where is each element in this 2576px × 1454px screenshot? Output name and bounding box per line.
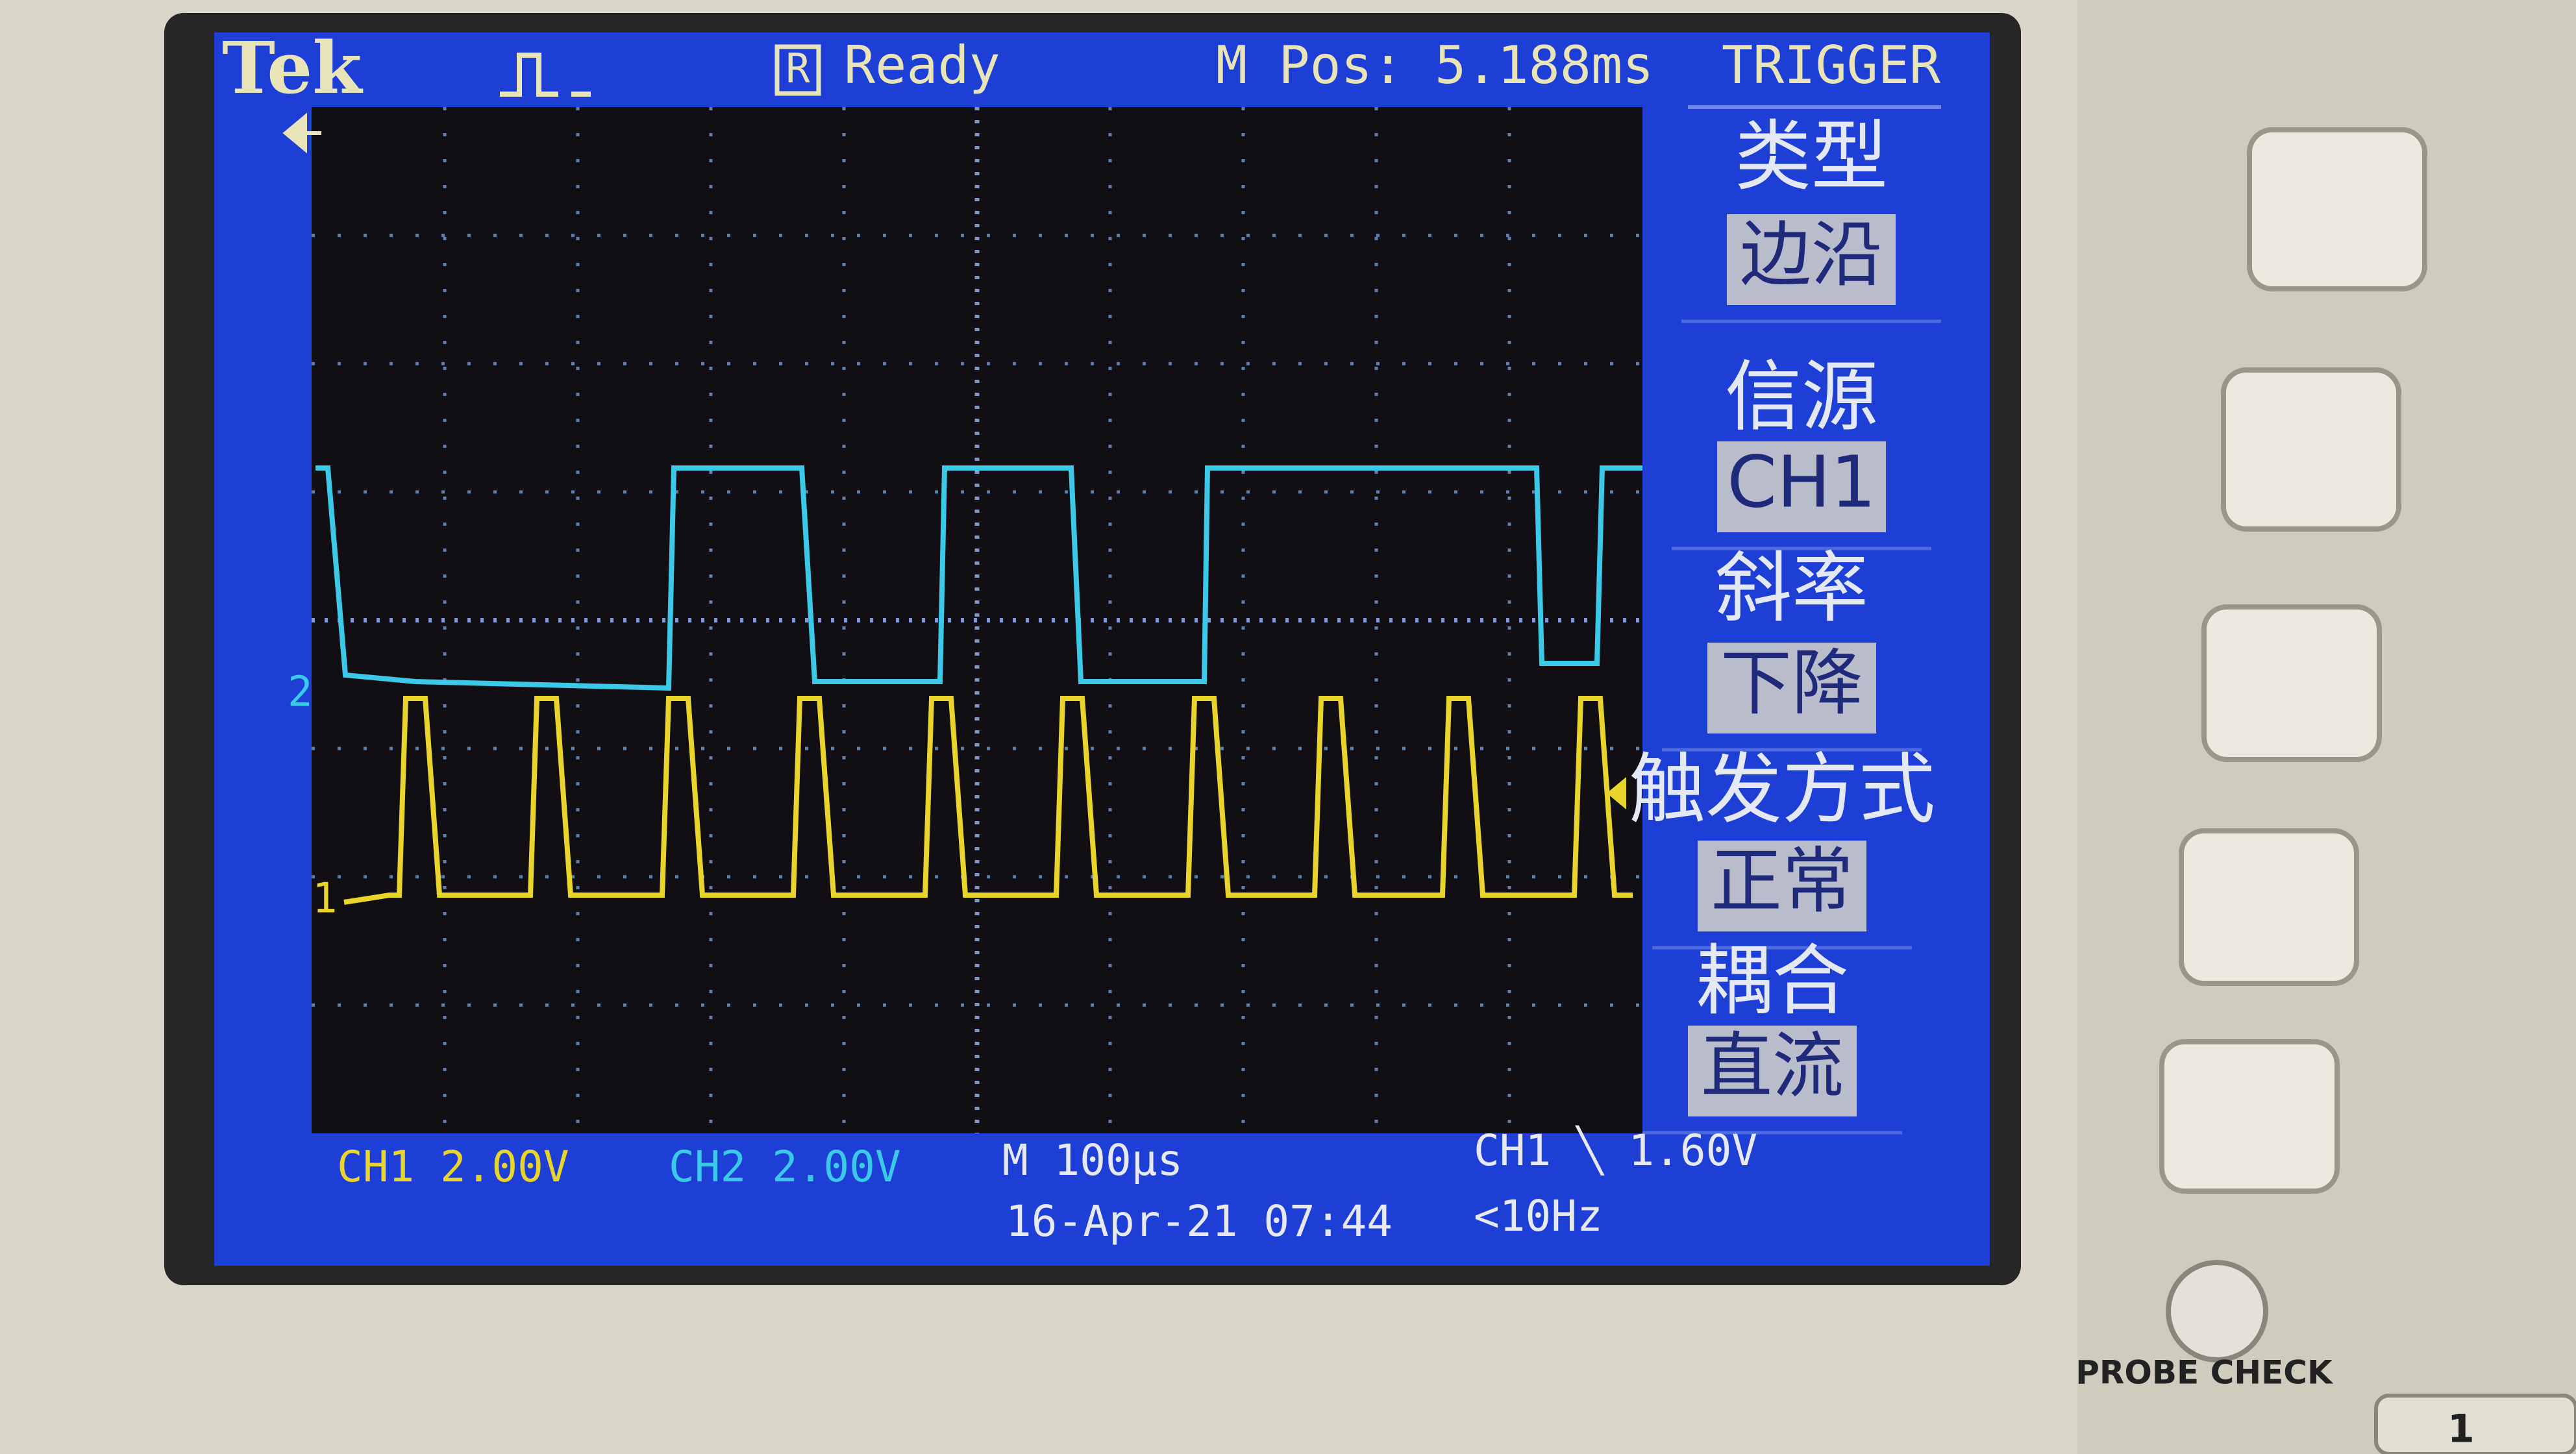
- channel-button[interactable]: [2374, 1394, 2576, 1454]
- menu-value: 下降: [1720, 641, 1863, 724]
- menu-value: 正常: [1711, 839, 1853, 922]
- ch2-trace: [316, 465, 1642, 691]
- channel-button-label: 1: [2447, 1407, 2475, 1452]
- menu-button[interactable]: [2159, 1039, 2340, 1194]
- ch1-marker: 1: [312, 875, 338, 923]
- ch2-scale: CH2 2.00V: [669, 1142, 901, 1192]
- bezel-buttons: [2159, 127, 2427, 1362]
- ch2-marker: 2: [288, 669, 313, 717]
- trigger-setting: CH1 ╲ 1.60V: [1474, 1125, 1757, 1176]
- menu-label: 触发方式: [1629, 745, 1935, 834]
- ch1-trace: [343, 696, 1633, 905]
- menu-label: 类型: [1735, 112, 1888, 201]
- menu-value-box: [1727, 214, 1896, 305]
- frequency: <10Hz: [1474, 1191, 1603, 1241]
- menu-value: 边沿: [1740, 213, 1883, 296]
- waveforms: [316, 465, 1642, 905]
- grid: [312, 107, 1642, 1133]
- trigger-level: [1607, 777, 1626, 809]
- probe-check-label: PROBE CHECK: [2075, 1354, 2334, 1392]
- menu-value-box: [1717, 441, 1886, 532]
- timebase: M 100µs: [1002, 1135, 1183, 1185]
- status-box: [774, 44, 821, 96]
- ch1-scale: CH1 2.00V: [337, 1142, 569, 1192]
- menu-value-box: [1698, 841, 1866, 931]
- menu-value-box: [1688, 1026, 1857, 1116]
- menu-value-box: [1707, 643, 1876, 733]
- menu-button[interactable]: [2179, 828, 2359, 986]
- menu-button[interactable]: [2201, 604, 2382, 762]
- status: Ready: [844, 35, 1000, 95]
- menu-title: TRIGGER: [1722, 35, 1941, 95]
- menu-label: 耦合: [1696, 936, 1849, 1026]
- trigger-icon: [500, 53, 591, 97]
- menu-label: 斜率: [1715, 543, 1868, 633]
- date-time: 16-Apr-21 07:44: [1006, 1196, 1393, 1246]
- menu-button[interactable]: [2221, 367, 2401, 532]
- status-icon: R: [786, 45, 810, 92]
- probe-check-terminal[interactable]: [2166, 1260, 2268, 1362]
- menu-button[interactable]: [2247, 127, 2427, 291]
- scroll-arrow: [282, 112, 321, 154]
- position: M Pos: 5.188ms: [1216, 35, 1653, 95]
- brand: Tek: [222, 26, 364, 110]
- menu-value: 直流: [1701, 1024, 1844, 1107]
- menu-label: 信源: [1725, 352, 1878, 441]
- menu-value: CH1: [1727, 440, 1876, 523]
